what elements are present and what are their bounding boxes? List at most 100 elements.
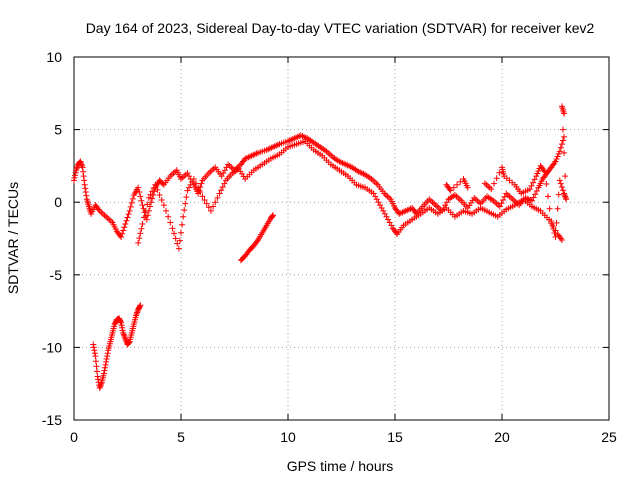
data-point [150,185,157,192]
data-point [554,153,561,160]
data-point [195,184,202,191]
x-tick-label: 20 [494,429,510,445]
data-point [141,209,148,216]
data-point [464,184,471,191]
data-point [548,218,555,225]
data-point [104,353,111,360]
data-point [530,194,537,201]
data-point [80,168,87,175]
data-point [253,238,260,245]
data-point [500,197,507,204]
data-point [559,187,566,194]
data-point [72,172,79,179]
data-point [144,201,151,208]
data-point [136,235,143,242]
data-point [121,332,128,339]
data-point [205,204,212,211]
x-tick-label: 5 [177,429,185,445]
data-point [553,156,560,163]
data-point [221,180,228,187]
data-point [141,214,148,221]
data-point [531,176,538,183]
data-point [119,327,126,334]
data-point [171,230,178,237]
data-point [557,235,564,242]
data-point [528,197,535,204]
data-point [134,309,141,316]
data-point [96,385,103,392]
data-point [165,213,172,220]
data-point [532,191,539,198]
chart-title: Day 164 of 2023, Sidereal Day-to-day VTE… [86,20,595,36]
data-point [192,180,199,187]
data-point [79,162,86,169]
data-point [555,150,562,157]
data-point [122,220,129,227]
data-point [160,202,167,209]
data-point [156,191,163,198]
data-point [125,340,132,347]
data-point [148,199,155,206]
data-point [198,180,205,187]
data-point [555,191,562,198]
data-point [540,167,547,174]
data-point [93,363,100,370]
data-point [561,110,568,117]
data-point [552,234,559,241]
data-point [179,221,186,228]
data-point [103,356,110,363]
data-point [102,364,109,371]
data-point [190,175,197,182]
data-point [102,361,109,368]
data-point [210,203,217,210]
data-point [167,219,174,226]
axis-ticks: 0 5 10 15 20 25 -15 -10 -5 0 5 10 [42,49,617,445]
data-point [128,199,135,206]
data-point [557,144,564,151]
data-point [121,334,128,341]
data-point [91,350,98,357]
data-point [133,311,140,318]
data-point [496,203,503,210]
data-point [558,183,565,190]
data-point [393,229,400,236]
data-point [561,191,568,198]
data-point [119,324,126,331]
data-point [546,205,553,212]
data-point [558,236,565,243]
data-point [94,368,101,375]
data-point [178,229,184,236]
data-point [169,225,176,232]
data-point [562,194,569,201]
data-point [82,185,89,192]
data-point [144,212,151,219]
data-point [183,194,190,201]
data-point [127,203,134,210]
data-point [450,184,457,191]
data-point [562,173,569,180]
data-point [95,206,102,213]
data-point [528,182,535,189]
data-point [457,178,464,185]
plot-frame [73,56,610,421]
data-point [152,181,159,188]
data-point [134,308,141,315]
data-point [268,213,275,220]
data-point [142,207,149,214]
data-point [135,239,142,246]
data-point [118,319,125,326]
data-point [212,199,219,206]
data-point [138,225,145,232]
data-point [90,341,97,348]
data-point [97,382,104,389]
x-tick-label: 0 [70,429,78,445]
data-point [123,217,130,224]
data-point [270,212,277,219]
data-point [147,191,154,198]
data-point [133,312,140,319]
data-point [203,200,210,207]
x-tick-label: 10 [280,429,296,445]
data-point [559,126,566,133]
data-point [530,179,537,186]
